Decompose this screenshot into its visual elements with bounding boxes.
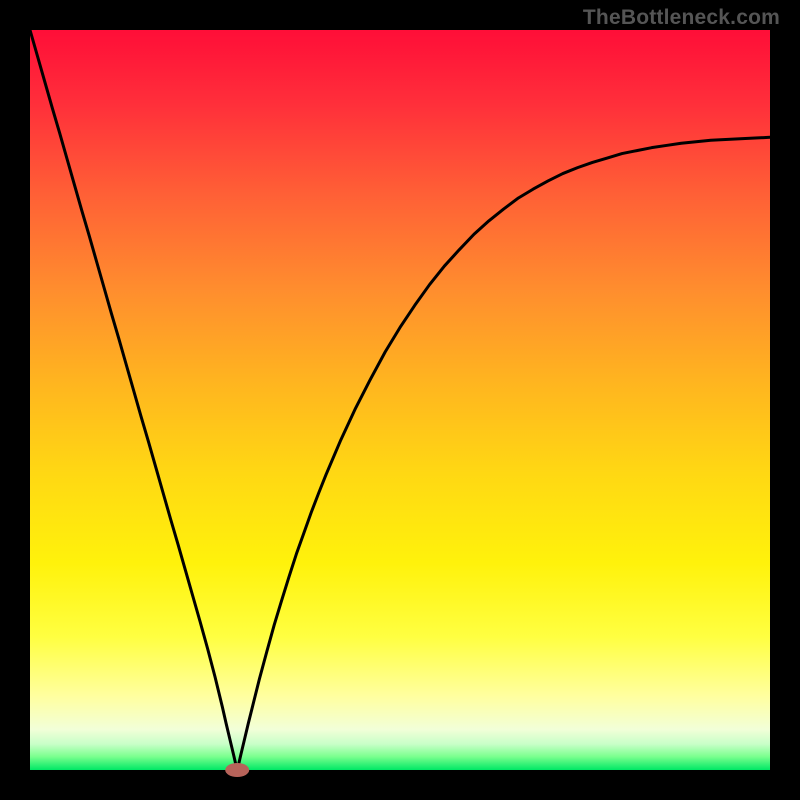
- bottleneck-chart: [0, 0, 800, 800]
- plot-background: [30, 30, 770, 770]
- watermark-text: TheBottleneck.com: [583, 6, 780, 30]
- chart-container: TheBottleneck.com: [0, 0, 800, 800]
- optimal-marker: [225, 763, 249, 777]
